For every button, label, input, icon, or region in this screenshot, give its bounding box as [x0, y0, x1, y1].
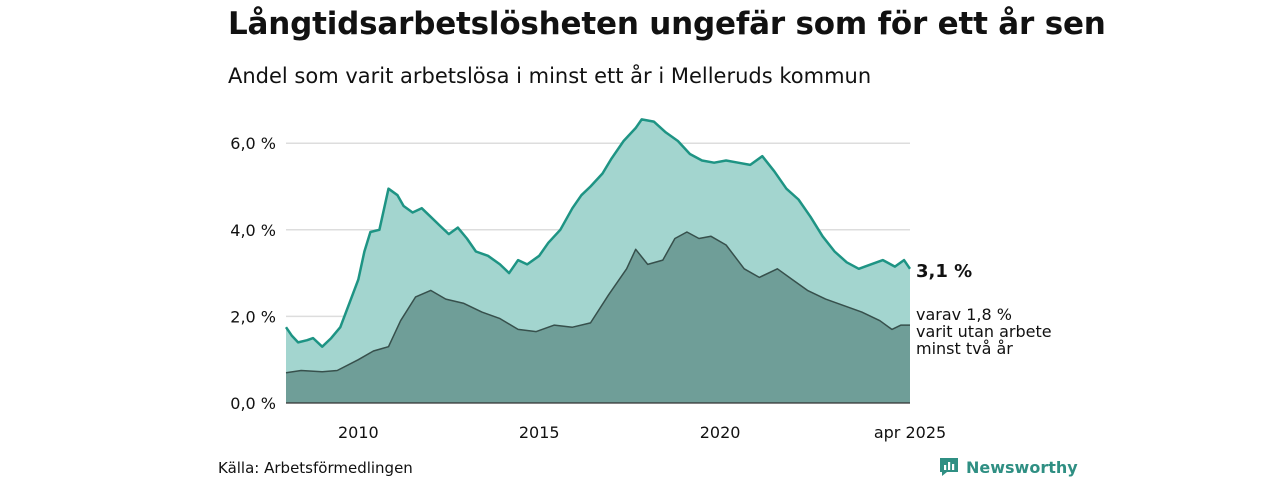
long-line — [285, 231, 910, 374]
x-tick-label: apr 2025 — [874, 423, 946, 442]
y-tick-label: 4,0 % — [230, 221, 276, 240]
brand-logo: Newsworthy — [938, 456, 1078, 478]
x-axis-ticks: 2010 2015 2020 apr 2025 — [338, 423, 946, 442]
x-tick-label: 2015 — [519, 423, 560, 442]
chart-subtitle: Andel som varit arbetslösa i minst ett å… — [228, 64, 872, 88]
chart-title: Långtidsarbetslösheten ungefär som för e… — [228, 6, 1106, 42]
long-end-label-line1: varav 1,8 % — [916, 305, 1012, 324]
total-end-label: 3,1 % — [916, 261, 972, 282]
brand-name: Newsworthy — [966, 457, 1078, 477]
y-axis-ticks: 0,0 % 2,0 % 4,0 % 6,0 % — [230, 134, 276, 413]
newsworthy-logo-icon — [940, 458, 958, 476]
x-tick-label: 2010 — [338, 423, 379, 442]
source-note: Källa: Arbetsförmedlingen — [218, 459, 413, 477]
y-tick-label: 6,0 % — [230, 134, 276, 153]
y-tick-label: 2,0 % — [230, 307, 276, 326]
y-tick-label: 0,0 % — [230, 394, 276, 413]
x-tick-label: 2020 — [700, 423, 741, 442]
long-end-label-line3: minst två år — [916, 339, 1013, 358]
total-line — [284, 118, 912, 348]
long-end-label-line2: varit utan arbete — [916, 322, 1052, 341]
